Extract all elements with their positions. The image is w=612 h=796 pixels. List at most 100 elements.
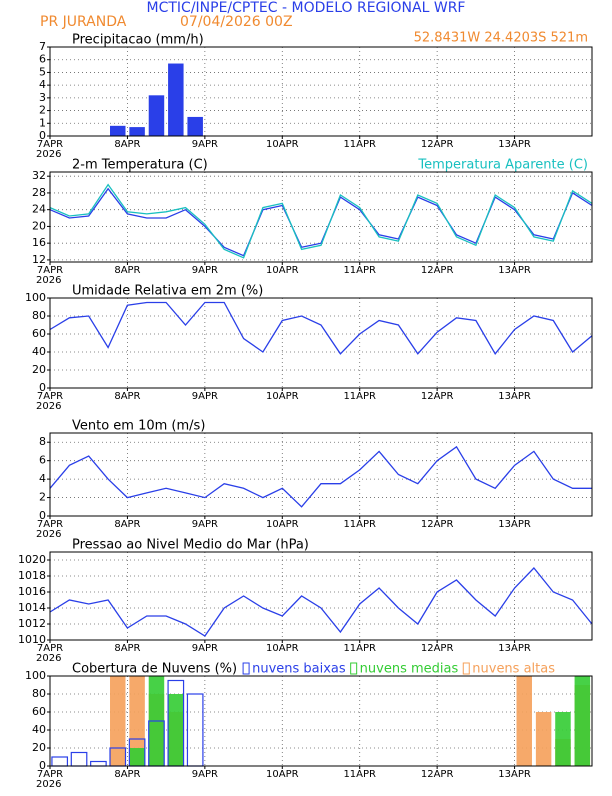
x-tick-label: 7APR [37, 265, 63, 276]
y-tick-label: 1014 [18, 601, 46, 614]
x-tick-label: 9APR [192, 519, 218, 530]
x-tick-label: 9APR [192, 265, 218, 276]
y-tick-label: 1012 [18, 617, 46, 630]
y-tick-label: 4 [39, 472, 46, 485]
y-tick-label: 4 [39, 78, 46, 91]
y-tick-label: 80 [32, 309, 46, 322]
x-sublabel: 2026 [36, 149, 61, 160]
x-tick-label: 11APR [343, 391, 376, 402]
y-tick-label: 2 [39, 491, 46, 504]
panel-frame [49, 432, 593, 517]
panel-title: Cobertura de Nuvens (%) [72, 662, 237, 677]
x-tick-label: 8APR [114, 769, 140, 780]
series-line [49, 183, 593, 259]
y-tick-label: 0 [39, 381, 46, 394]
x-tick-label: 13APR [498, 643, 531, 654]
bar [148, 95, 165, 136]
y-tick-label: 1020 [18, 553, 46, 566]
x-tick-label: 11APR [343, 769, 376, 780]
x-tick-label: 13APR [498, 139, 531, 150]
x-tick-label: 8APR [114, 265, 140, 276]
legend-label: nuvens baixas [252, 662, 346, 677]
y-tick-label: 0 [39, 509, 46, 522]
y-tick-label: 40 [32, 345, 46, 358]
y-tick-label: 1018 [18, 569, 46, 582]
y-tick-label: 20 [32, 741, 46, 754]
y-tick-label: 60 [32, 327, 46, 340]
x-tick-label: 12APR [421, 769, 454, 780]
y-tick-label: 6 [39, 53, 46, 66]
x-tick-label: 11APR [343, 139, 376, 150]
y-tick-label: 80 [32, 687, 46, 700]
x-tick-label: 7APR [37, 519, 63, 530]
x-tick-label: 9APR [192, 769, 218, 780]
x-tick-label: 13APR [498, 519, 531, 530]
x-sublabel: 2026 [36, 401, 61, 412]
y-tick-label: 20 [32, 219, 46, 232]
x-tick-label: 12APR [421, 139, 454, 150]
bar [70, 751, 88, 767]
bar [51, 756, 69, 767]
legend-swatch [462, 662, 470, 675]
x-tick-label: 13APR [498, 391, 531, 402]
x-tick-label: 7APR [37, 139, 63, 150]
bar [168, 63, 184, 136]
y-tick-label: 6 [39, 454, 46, 467]
y-tick-label: 1 [39, 116, 46, 129]
x-sublabel: 2026 [36, 653, 61, 664]
x-sublabel: 2026 [36, 275, 61, 286]
x-tick-label: 13APR [498, 769, 531, 780]
y-tick-label: 20 [32, 363, 46, 376]
x-tick-label: 11APR [343, 519, 376, 530]
x-tick-label: 7APR [37, 643, 63, 654]
bar [129, 127, 145, 136]
x-tick-label: 8APR [114, 643, 140, 654]
bar [555, 712, 571, 766]
panel-frame [49, 46, 593, 137]
series-line [49, 187, 593, 257]
y-tick-label: 100 [25, 669, 46, 682]
x-tick-label: 10APR [266, 139, 299, 150]
y-tick-label: 5 [39, 65, 46, 78]
y-tick-label: 0 [39, 129, 46, 142]
panel-frame [49, 297, 593, 389]
bar [168, 694, 184, 766]
x-tick-label: 10APR [266, 643, 299, 654]
x-tick-label: 8APR [114, 391, 140, 402]
y-tick-label: 1016 [18, 585, 46, 598]
panel-frame [49, 675, 593, 767]
panel-frame [49, 171, 593, 263]
x-tick-label: 12APR [421, 265, 454, 276]
panel-frame [49, 551, 593, 641]
y-tick-label: 0 [39, 759, 46, 772]
x-tick-label: 7APR [37, 769, 63, 780]
y-tick-label: 28 [32, 186, 46, 199]
legend-label: nuvens altas [472, 662, 555, 677]
x-tick-label: 9APR [192, 139, 218, 150]
y-tick-label: 32 [32, 169, 46, 182]
x-tick-label: 12APR [421, 391, 454, 402]
y-tick-label: 8 [39, 435, 46, 448]
x-tick-label: 8APR [114, 519, 140, 530]
location: PR JURANDA [40, 14, 127, 30]
y-tick-label: 3 [39, 91, 46, 104]
y-tick-label: 24 [32, 203, 46, 216]
x-tick-label: 8APR [114, 139, 140, 150]
panel-title: 2-m Temperatura (C) [72, 158, 208, 173]
x-tick-label: 10APR [266, 391, 299, 402]
x-tick-label: 11APR [343, 265, 376, 276]
x-tick-label: 10APR [266, 519, 299, 530]
run-date: 07/04/2026 00Z [180, 14, 293, 30]
panel-title: Umidade Relativa em 2m (%) [72, 284, 263, 299]
x-tick-label: 10APR [266, 769, 299, 780]
bar [110, 125, 126, 136]
y-tick-label: 2 [39, 104, 46, 117]
x-sublabel: 2026 [36, 779, 61, 790]
bar [129, 676, 145, 766]
y-tick-label: 100 [25, 291, 46, 304]
x-tick-label: 10APR [266, 265, 299, 276]
series-line [49, 445, 592, 508]
bar [574, 676, 591, 766]
bar [535, 712, 552, 766]
